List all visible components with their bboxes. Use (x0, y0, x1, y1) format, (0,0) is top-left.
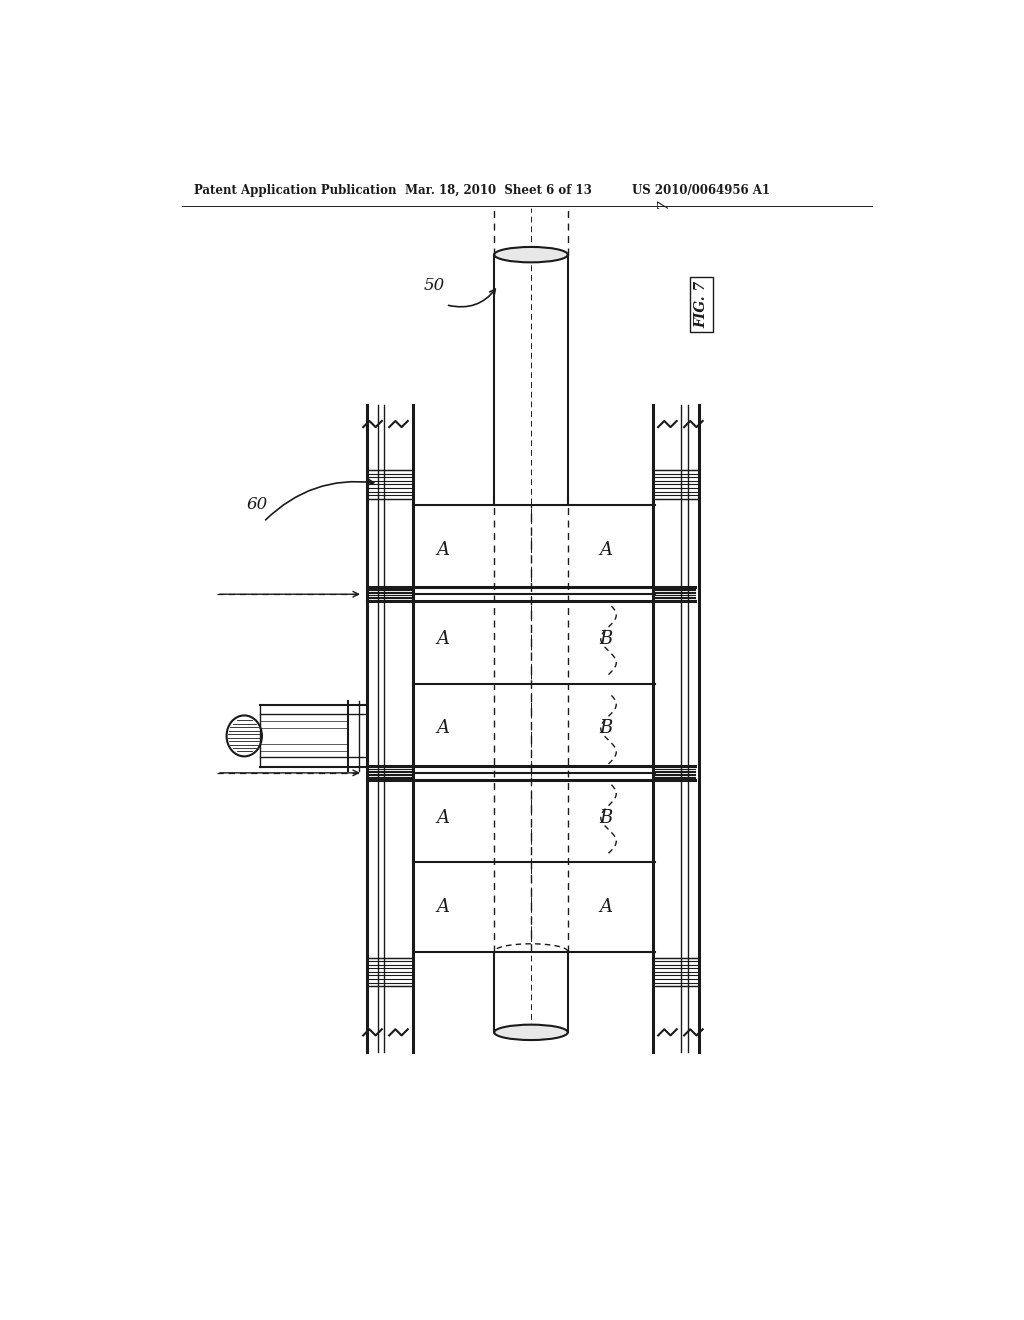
Text: B: B (599, 809, 612, 826)
Text: Mar. 18, 2010  Sheet 6 of 13: Mar. 18, 2010 Sheet 6 of 13 (406, 185, 592, 197)
Text: B: B (599, 630, 612, 648)
Text: FIG. 7: FIG. 7 (694, 281, 709, 329)
Text: A: A (436, 719, 450, 737)
Text: Patent Application Publication: Patent Application Publication (194, 185, 396, 197)
Text: A: A (436, 898, 450, 916)
Text: B: B (599, 719, 612, 737)
Text: 7: 7 (655, 199, 670, 210)
Ellipse shape (495, 1024, 568, 1040)
Text: A: A (599, 541, 612, 558)
Text: A: A (436, 809, 450, 826)
Text: A: A (436, 541, 450, 558)
Text: US 2010/0064956 A1: US 2010/0064956 A1 (632, 185, 770, 197)
Ellipse shape (495, 247, 568, 263)
Text: 60: 60 (247, 496, 268, 513)
Text: 50: 50 (424, 277, 444, 294)
Text: A: A (599, 898, 612, 916)
Text: A: A (436, 630, 450, 648)
